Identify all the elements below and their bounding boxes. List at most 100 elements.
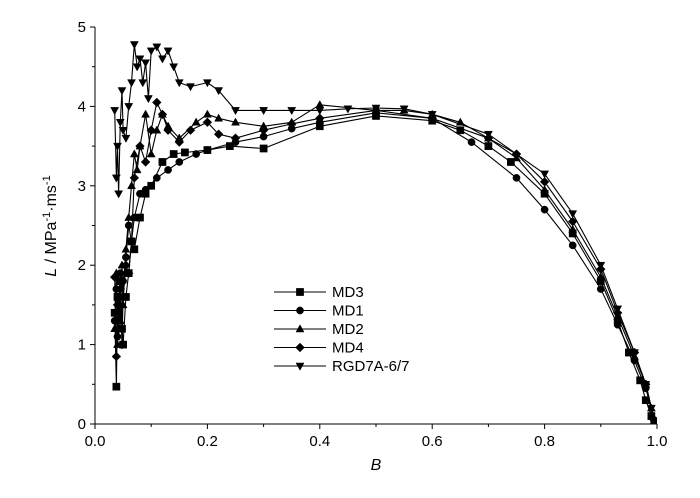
data-point xyxy=(157,109,168,120)
data-point xyxy=(121,244,131,253)
legend-marker xyxy=(296,306,304,315)
data-point xyxy=(287,107,297,116)
data-point xyxy=(119,277,127,285)
data-point xyxy=(124,103,134,112)
data-point xyxy=(226,142,234,150)
y-axis-title-unit: MPa xyxy=(43,221,60,254)
data-point xyxy=(427,111,437,120)
data-point xyxy=(214,87,224,96)
x-tick-label: 0.8 xyxy=(534,433,555,450)
data-point xyxy=(140,157,151,167)
data-point xyxy=(130,245,139,254)
data-point xyxy=(512,174,521,182)
data-point xyxy=(596,272,606,281)
x-tick-label: 0.0 xyxy=(85,433,106,450)
legend-item: RGD7A-6/7 xyxy=(274,358,410,375)
legend-item: MD3 xyxy=(274,284,364,301)
data-point xyxy=(259,144,268,153)
x-tick-label: 0.6 xyxy=(422,433,443,450)
data-point xyxy=(138,79,148,88)
series-rgd7a-6-7 xyxy=(110,41,657,424)
data-point xyxy=(163,47,173,56)
data-point xyxy=(127,79,136,88)
data-point xyxy=(126,236,137,247)
data-point xyxy=(132,165,142,174)
data-point xyxy=(111,351,122,362)
data-point xyxy=(115,119,125,127)
data-point xyxy=(163,125,173,135)
data-point xyxy=(399,105,409,114)
data-point xyxy=(114,190,124,199)
data-point xyxy=(175,158,184,166)
y-axis-title: L / MPa-1·ms-1 xyxy=(41,175,60,276)
legend-marker xyxy=(295,362,305,371)
y-tick-label: 5 xyxy=(78,19,86,36)
data-point xyxy=(141,185,150,194)
x-tick-label: 1.0 xyxy=(647,433,668,450)
data-point xyxy=(484,142,493,150)
data-point xyxy=(158,55,167,64)
data-point xyxy=(315,113,325,124)
data-point xyxy=(202,79,212,88)
data-point xyxy=(152,43,162,52)
data-point xyxy=(115,284,126,294)
data-point xyxy=(143,95,153,104)
data-point xyxy=(129,149,139,158)
data-point xyxy=(132,63,142,72)
series-md2 xyxy=(110,100,657,424)
data-point xyxy=(136,189,144,198)
data-point xyxy=(568,210,578,219)
data-point xyxy=(231,117,240,126)
x-axis-title: B xyxy=(371,457,382,474)
data-point xyxy=(152,97,162,108)
y-axis-title-sep: / xyxy=(43,254,60,267)
data-point xyxy=(146,125,156,135)
data-point xyxy=(649,419,657,424)
data-point xyxy=(135,55,145,64)
y-axis-title-exp2: -1 xyxy=(41,175,53,185)
data-point xyxy=(181,148,189,157)
data-point xyxy=(111,174,121,183)
data-point xyxy=(202,117,213,128)
data-point xyxy=(129,173,140,183)
data-point xyxy=(371,104,381,113)
y-tick-label: 2 xyxy=(78,257,86,274)
data-point xyxy=(259,107,269,116)
data-point xyxy=(539,177,550,187)
data-point xyxy=(164,166,172,174)
x-tick-label: 0.4 xyxy=(309,433,330,450)
series-md1 xyxy=(110,108,657,424)
data-point xyxy=(113,142,122,151)
data-point xyxy=(286,119,297,129)
data-point xyxy=(315,100,325,109)
data-point xyxy=(123,268,134,278)
data-point xyxy=(646,404,656,413)
data-point xyxy=(343,105,353,114)
data-point xyxy=(568,224,578,233)
y-axis-title-exp1: -1 xyxy=(41,212,53,222)
legend-label: MD2 xyxy=(332,321,364,338)
legend-label: MD1 xyxy=(332,303,364,320)
data-point xyxy=(109,272,120,282)
legend-item: MD1 xyxy=(274,303,364,320)
y-tick-label: 4 xyxy=(78,98,86,115)
data-point xyxy=(169,150,178,158)
data-point xyxy=(456,126,465,135)
data-point xyxy=(169,63,179,72)
data-point xyxy=(596,285,605,293)
legend-marker xyxy=(295,342,305,353)
data-point xyxy=(112,300,123,310)
data-point xyxy=(121,134,131,143)
data-point xyxy=(185,125,196,135)
data-point xyxy=(113,323,124,334)
series-layer xyxy=(109,41,657,424)
y-tick-label: 1 xyxy=(78,337,86,354)
data-point xyxy=(315,107,325,116)
data-point xyxy=(203,146,212,154)
data-point xyxy=(186,83,195,92)
data-point xyxy=(202,109,212,118)
data-point xyxy=(258,125,269,135)
data-point xyxy=(121,260,131,270)
legend-marker xyxy=(295,324,305,333)
